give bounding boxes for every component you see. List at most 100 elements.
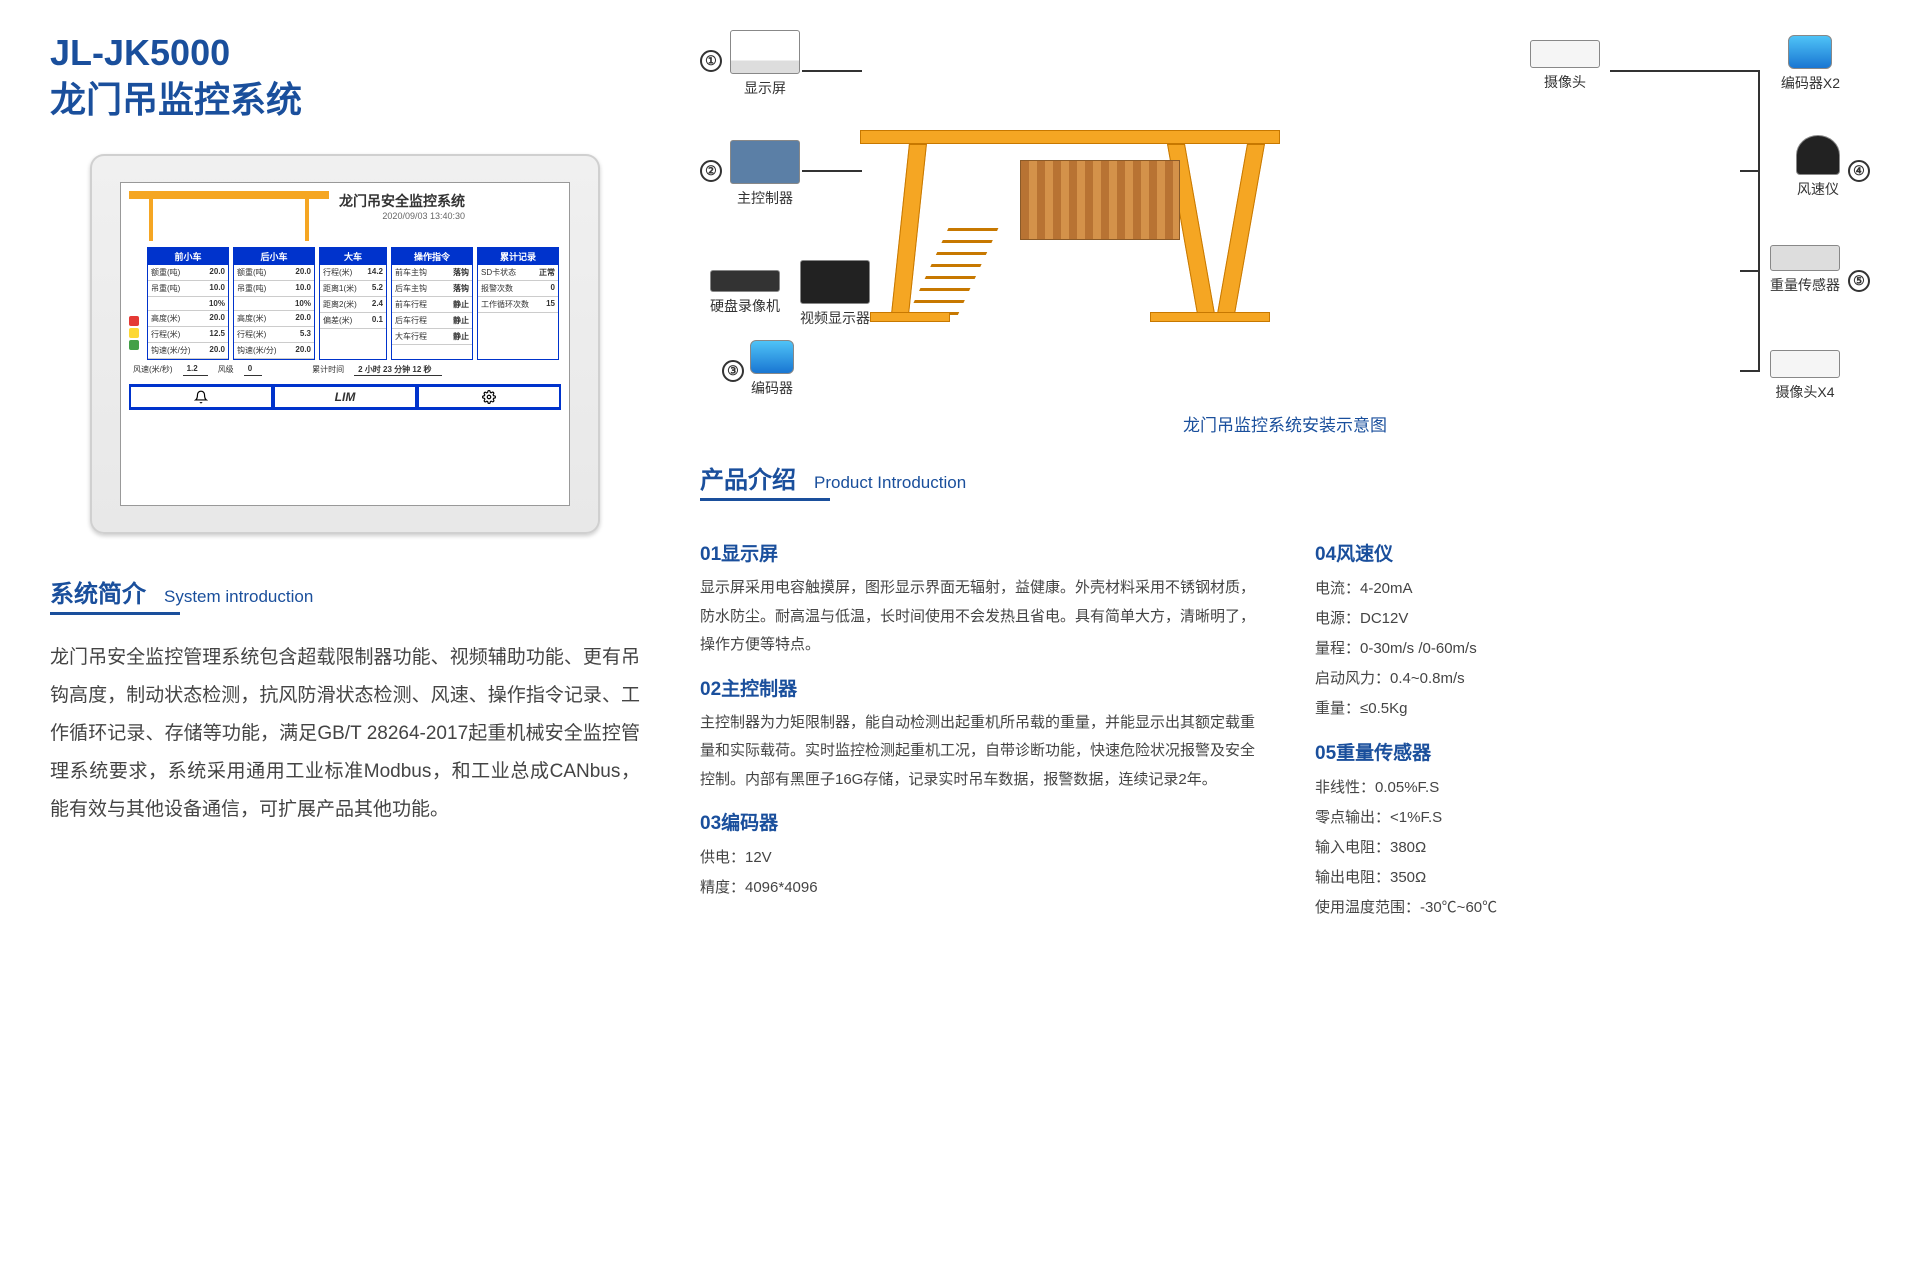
product-title: JL-JK5000 龙门吊监控系统	[50, 30, 640, 124]
spec-line: 供电：12V	[700, 843, 1255, 873]
subsection-heading: 04风速仪	[1315, 539, 1870, 566]
system-intro-text: 龙门吊安全监控管理系统包含超载限制器功能、视频辅助功能、更有吊钩高度，制动状态检…	[50, 639, 640, 829]
subsection-heading: 03编码器	[700, 808, 1255, 835]
panel-row: 大车行程静止	[392, 329, 472, 345]
comp-encoder-x2: 编码器X2	[1781, 35, 1840, 93]
lim-button[interactable]: LIM	[273, 387, 417, 407]
controller-icon	[730, 140, 800, 184]
comp-dvr: 硬盘录像机	[710, 270, 780, 316]
crane-graphic-icon	[129, 191, 329, 241]
model-number: JL-JK5000	[50, 30, 640, 77]
anemometer-icon	[1796, 135, 1840, 175]
comp-encoder: 编码器	[750, 340, 794, 398]
subsection-text: 主控制器为力矩限制器，能自动检测出起重机所吊载的重量，并能显示出其额定载重量和实…	[700, 709, 1255, 795]
spec-line: 使用温度范围：-30℃~60℃	[1315, 893, 1870, 923]
spec-line: 重量：≤0.5Kg	[1315, 694, 1870, 724]
spec-line: 精度：4096*4096	[700, 873, 1255, 903]
wind-speed-label: 风速(米/秒)	[133, 364, 173, 376]
product-name: 龙门吊监控系统	[50, 77, 640, 124]
panel-row: 钩速(米/分)20.0	[148, 343, 228, 359]
panel-row: 10%	[148, 297, 228, 311]
dvr-icon	[710, 270, 780, 292]
panel-row: 行程(米)12.5	[148, 327, 228, 343]
product-intro-heading: 产品介绍 Product Introduction	[700, 460, 1020, 501]
subsection-heading: 05重量传感器	[1315, 738, 1870, 765]
panel-header: 大车	[320, 248, 386, 265]
subsection-text: 显示屏采用电容触摸屏，图形显示界面无辐射，益健康。外壳材料采用不锈钢材质，防水防…	[700, 574, 1255, 660]
data-panel: 后小车额重(吨)20.0吊重(吨)10.010%高度(米)20.0行程(米)5.…	[233, 247, 315, 360]
panel-row: 钩速(米/分)20.0	[234, 343, 314, 359]
panel-row: 前车行程静止	[392, 297, 472, 313]
crane-illustration	[860, 100, 1280, 350]
display-icon	[730, 30, 800, 74]
time-label: 累计时间	[312, 364, 344, 376]
device-screen: 龙门吊安全监控系统 2020/09/03 13:40:30 前小车额重(吨)20…	[120, 182, 570, 506]
wind-speed-value: 1.2	[183, 364, 208, 376]
panel-row: 工作循环次数15	[478, 297, 558, 313]
gear-icon	[482, 390, 496, 404]
spec-line: 输出电阻：350Ω	[1315, 863, 1870, 893]
subsection-heading: 01显示屏	[700, 539, 1255, 566]
bell-button[interactable]	[129, 387, 273, 407]
wind-level-label: 风级	[218, 364, 234, 376]
traffic-light-icon	[129, 316, 143, 360]
heading-zh: 产品介绍	[700, 460, 796, 495]
spec-line: 电流：4-20mA	[1315, 574, 1870, 604]
panel-header: 前小车	[148, 248, 228, 265]
subsection-heading: 02主控制器	[700, 674, 1255, 701]
panel-header: 累计记录	[478, 248, 558, 265]
panel-row: 10%	[234, 297, 314, 311]
panel-row: 吊重(吨)10.0	[148, 281, 228, 297]
panel-header: 操作指令	[392, 248, 472, 265]
weight-sensor-icon	[1770, 245, 1840, 271]
panel-row: 高度(米)20.0	[148, 311, 228, 327]
heading-zh: 系统简介	[50, 574, 146, 609]
panel-row: 吊重(吨)10.0	[234, 281, 314, 297]
encoder2-icon	[1788, 35, 1832, 69]
screen-title: 龙门吊安全监控系统	[339, 191, 465, 211]
panel-row: 后车主钩落钩	[392, 281, 472, 297]
data-panel: 大车行程(米)14.2距离1(米)5.2距离2(米)2.4偏差(米)0.1	[319, 247, 387, 360]
panel-row: 行程(米)14.2	[320, 265, 386, 281]
marker-2: ②	[700, 160, 722, 182]
screen-datetime: 2020/09/03 13:40:30	[339, 211, 465, 221]
panel-row: 报警次数0	[478, 281, 558, 297]
spec-line: 量程：0-30m/s /0-60m/s	[1315, 634, 1870, 664]
time-value: 2 小时 23 分钟 12 秒	[354, 364, 441, 376]
comp-anemometer: 风速仪	[1796, 135, 1840, 199]
bell-icon	[194, 390, 208, 404]
panel-row: 行程(米)5.3	[234, 327, 314, 343]
camera-icon	[1530, 40, 1600, 68]
system-intro-heading: 系统简介 System introduction	[50, 574, 350, 615]
spec-line: 非线性：0.05%F.S	[1315, 773, 1870, 803]
spec-line: 启动风力：0.4~0.8m/s	[1315, 664, 1870, 694]
data-panel: 累计记录SD卡状态正常报警次数0工作循环次数15	[477, 247, 559, 360]
panel-row: 距离1(米)5.2	[320, 281, 386, 297]
spec-line: 零点输出：<1%F.S	[1315, 803, 1870, 833]
panel-row: 额重(吨)20.0	[148, 265, 228, 281]
spec-line: 输入电阻：380Ω	[1315, 833, 1870, 863]
marker-1: ①	[700, 50, 722, 72]
panel-row: 前车主钩落钩	[392, 265, 472, 281]
camera4-icon	[1770, 350, 1840, 378]
panel-header: 后小车	[234, 248, 314, 265]
device-mockup: 龙门吊安全监控系统 2020/09/03 13:40:30 前小车额重(吨)20…	[90, 154, 600, 534]
comp-display: 显示屏	[730, 30, 800, 98]
comp-camera-x4: 摄像头X4	[1770, 350, 1840, 402]
wind-level-value: 0	[244, 364, 262, 376]
installation-diagram: ① ② ③ ④ ⑤ 显示屏 主控制器 硬盘录像机 视频显示器	[700, 30, 1870, 430]
comp-camera: 摄像头	[1530, 40, 1600, 92]
panel-row: 后车行程静止	[392, 313, 472, 329]
marker-5: ⑤	[1848, 270, 1870, 292]
marker-3: ③	[722, 360, 744, 382]
heading-en: System introduction	[164, 587, 313, 607]
settings-button[interactable]	[417, 387, 561, 407]
encoder-icon	[750, 340, 794, 374]
panel-row: 距离2(米)2.4	[320, 297, 386, 313]
spec-line: 电源：DC12V	[1315, 604, 1870, 634]
panel-row: 额重(吨)20.0	[234, 265, 314, 281]
panel-row: 偏差(米)0.1	[320, 313, 386, 329]
data-panel: 前小车额重(吨)20.0吊重(吨)10.010%高度(米)20.0行程(米)12…	[147, 247, 229, 360]
marker-4: ④	[1848, 160, 1870, 182]
panel-row: SD卡状态正常	[478, 265, 558, 281]
